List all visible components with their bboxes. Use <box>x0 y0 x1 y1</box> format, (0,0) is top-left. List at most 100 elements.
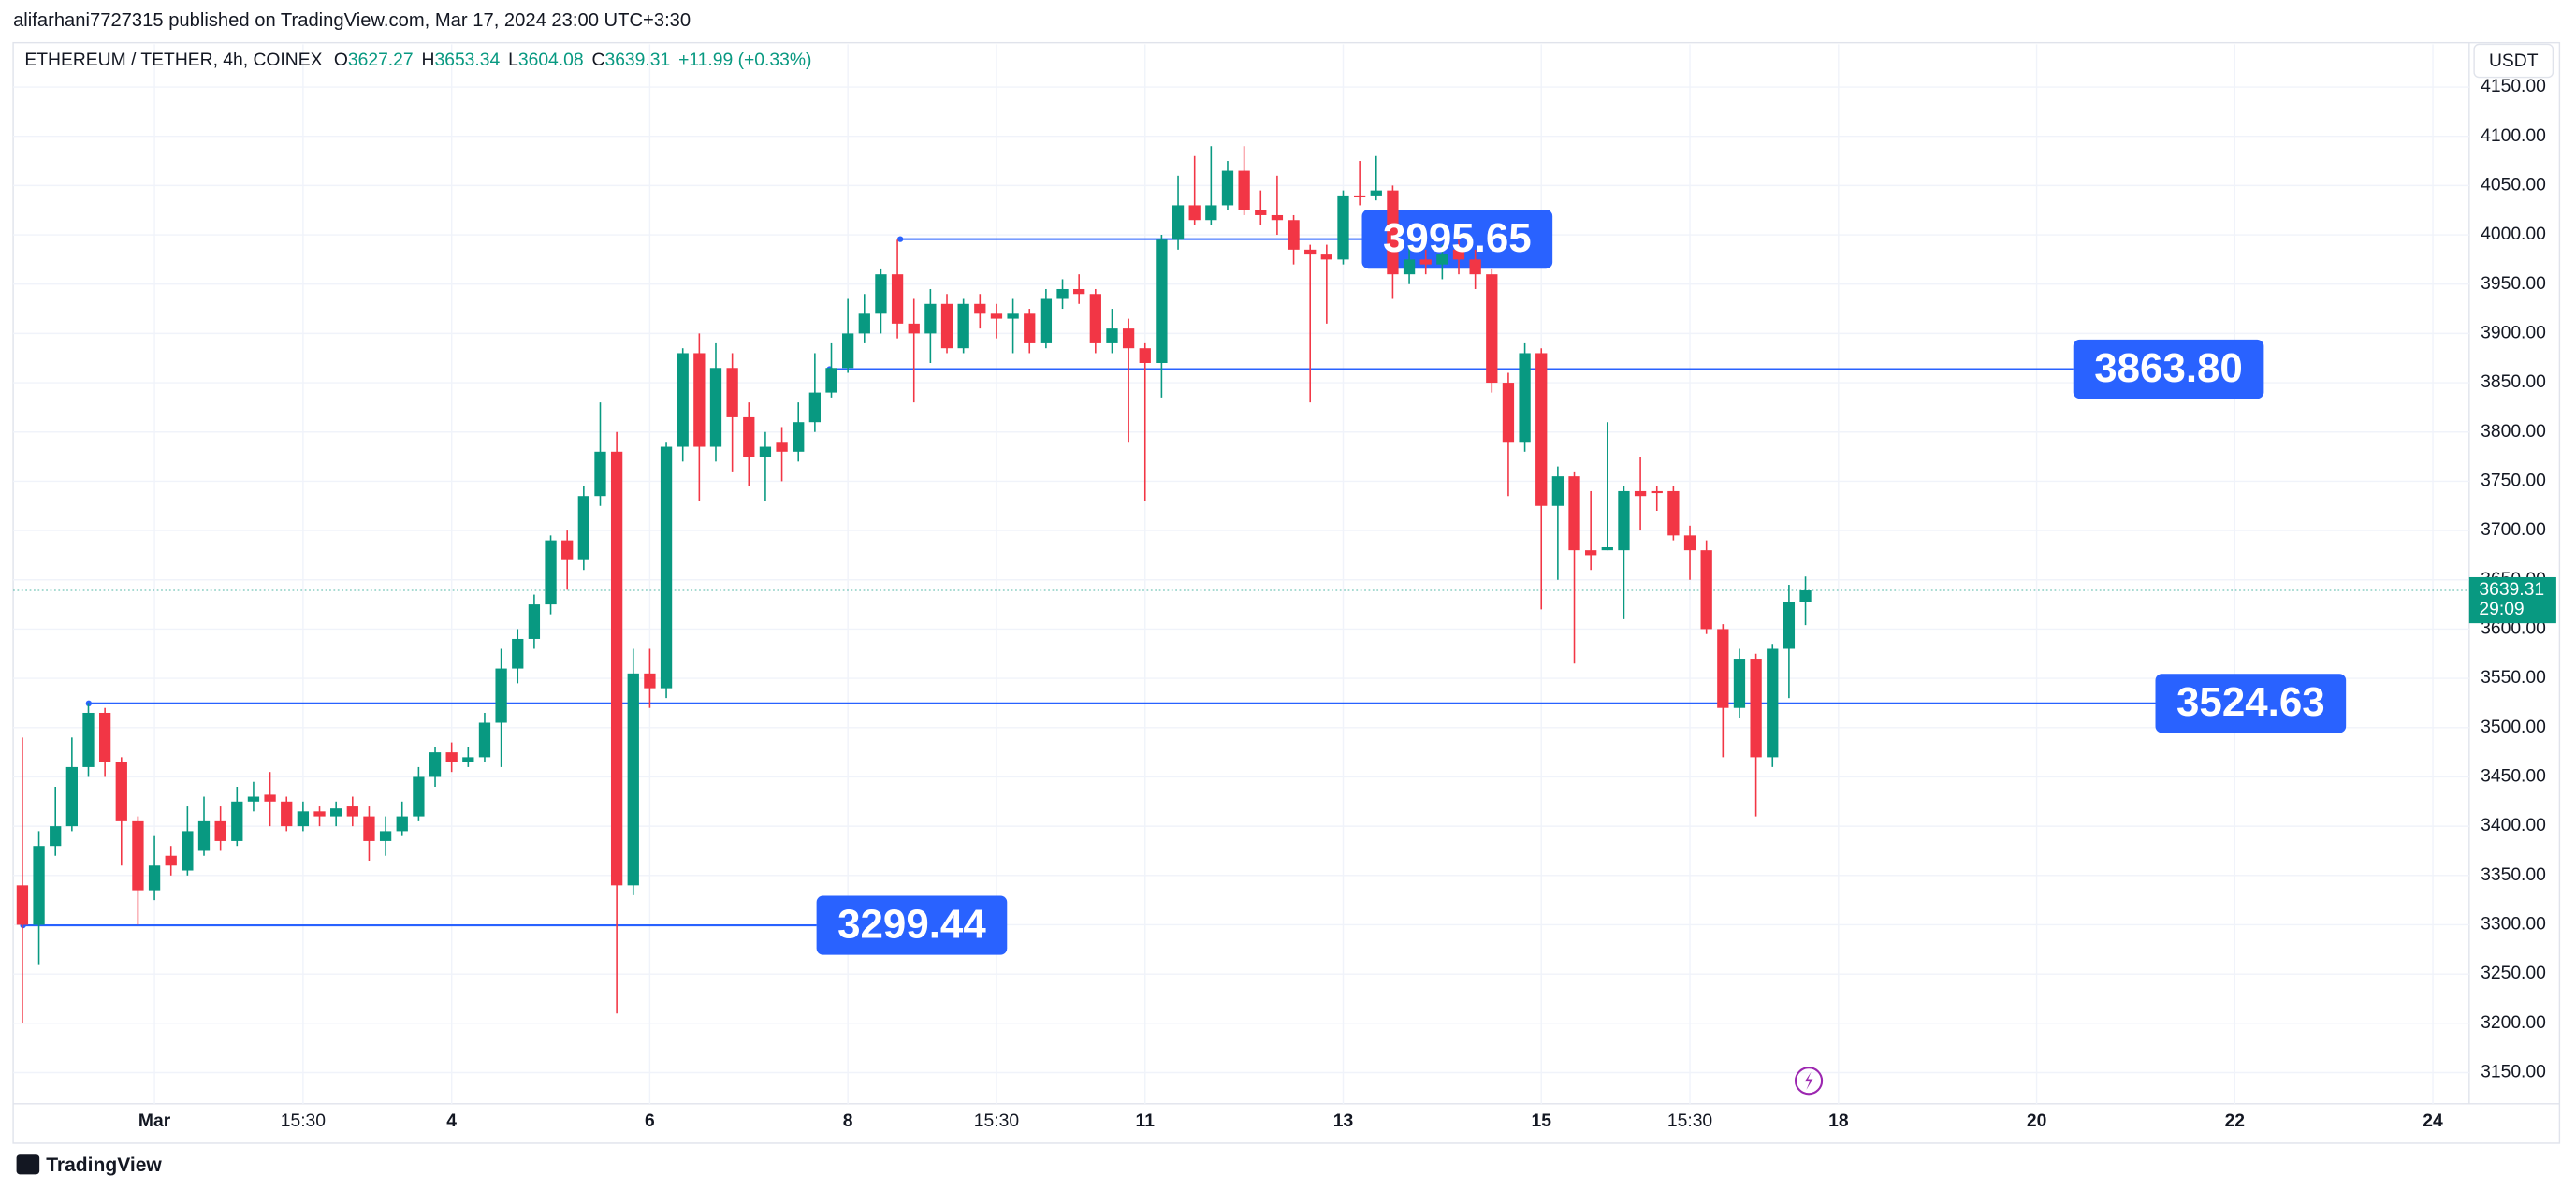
candle-body <box>594 451 606 497</box>
candle-body <box>660 446 673 689</box>
brand-logo <box>16 1154 40 1175</box>
y-tick-label: 3400.00 <box>2481 816 2546 835</box>
candle-body <box>379 831 392 841</box>
candle-body <box>875 274 887 314</box>
candle-body <box>709 368 722 447</box>
y-tick-label: 3900.00 <box>2481 323 2546 342</box>
candle-body <box>1255 210 1267 215</box>
candle-body <box>1007 313 1019 319</box>
y-tick-label: 3150.00 <box>2481 1063 2546 1082</box>
y-tick-label: 3450.00 <box>2481 767 2546 787</box>
candle-body <box>313 811 326 817</box>
candle-body <box>1452 249 1465 260</box>
x-tick-label: 13 <box>1333 1111 1354 1131</box>
candle-body <box>1667 490 1680 536</box>
candle-body <box>82 712 95 767</box>
candle-body <box>231 801 243 841</box>
x-tick-label: 8 <box>843 1111 853 1131</box>
publisher-line: alifarhani7727315 published on TradingVi… <box>13 10 691 31</box>
close-letter: C <box>592 51 605 70</box>
candle-body <box>1551 476 1565 506</box>
x-tick-label: 15 <box>1531 1111 1551 1131</box>
y-tick-label: 3950.00 <box>2481 274 2546 294</box>
candle-body <box>346 806 358 817</box>
candle-body <box>462 757 474 762</box>
candle-body <box>1304 249 1317 255</box>
y-tick-label: 3800.00 <box>2481 422 2546 442</box>
candle-body <box>33 846 45 925</box>
candle-body <box>495 668 507 723</box>
chart-frame <box>12 41 2561 1144</box>
candle-body <box>478 722 491 758</box>
candle-body <box>1519 353 1531 443</box>
candle-body <box>182 831 194 871</box>
open-value: 3627.27 <box>348 51 414 70</box>
candle-body <box>16 885 29 925</box>
candle-body <box>1188 205 1201 221</box>
candle-body <box>545 540 557 605</box>
y-tick-label: 3550.00 <box>2481 668 2546 688</box>
candle-body <box>1683 535 1696 551</box>
x-tick-label: 15:30 <box>974 1111 1019 1131</box>
candle-body <box>1436 254 1448 265</box>
candle-body <box>1700 550 1712 630</box>
candle-body <box>1799 590 1812 602</box>
candle-body <box>115 762 127 821</box>
candle-body <box>413 776 425 817</box>
legend-line: ETHEREUM / TETHER, 4h, COINEX O3627.27 H… <box>24 51 811 70</box>
candle-body <box>1585 550 1597 556</box>
last-price-box <box>2468 576 2556 624</box>
x-tick-label: 6 <box>645 1111 655 1131</box>
candle-body <box>1172 205 1185 240</box>
candle-body <box>957 303 969 349</box>
candle-body <box>297 811 310 827</box>
candle-body <box>1122 328 1135 349</box>
candle-body <box>610 451 623 886</box>
candle-body <box>1337 195 1349 260</box>
candle-body <box>197 820 211 851</box>
candle-body <box>330 808 342 817</box>
candle-body <box>924 303 937 334</box>
grid <box>13 44 2469 1104</box>
candle-body <box>50 826 62 847</box>
y-tick-label: 3700.00 <box>2481 520 2546 540</box>
y-tick-label: 3350.00 <box>2481 865 2546 885</box>
candle-body <box>1024 313 1036 343</box>
candle-body <box>1073 288 1085 295</box>
candle-body <box>974 303 986 314</box>
high-value: 3653.34 <box>434 51 500 70</box>
y-tick-label: 3250.00 <box>2481 964 2546 983</box>
candle-body <box>1750 659 1762 758</box>
price-line-label: 3299.44 <box>837 901 986 947</box>
candle-body <box>1634 490 1647 497</box>
candle-body <box>445 752 458 762</box>
footer-brand[interactable]: TradingView <box>46 1154 162 1176</box>
candle-body <box>1767 648 1779 758</box>
candle-body <box>1651 490 1663 494</box>
candle-body <box>528 604 541 639</box>
x-tick-label: 18 <box>1828 1111 1849 1131</box>
events-icon[interactable] <box>1794 1067 1824 1096</box>
x-tick-label: Mar <box>138 1111 171 1131</box>
candle-body <box>363 816 375 841</box>
candle-body <box>1106 328 1118 343</box>
candle-body <box>677 353 689 447</box>
y-tick-label: 3750.00 <box>2481 472 2546 491</box>
candle-body <box>561 540 574 560</box>
candle-body <box>825 368 837 393</box>
candle-body <box>808 392 822 423</box>
symbol: ETHEREUM / TETHER, 4h, COINEX <box>24 51 322 70</box>
events-bolt <box>1804 1071 1813 1090</box>
x-tick-label: 15:30 <box>1667 1111 1712 1131</box>
close-value: 3639.31 <box>604 51 670 70</box>
currency-button[interactable] <box>2473 43 2554 79</box>
candle-body <box>512 638 524 669</box>
candle-body <box>940 303 953 349</box>
low-value: 3604.08 <box>518 51 584 70</box>
price-line-label: 3863.80 <box>2094 345 2243 391</box>
price-line-box <box>2155 674 2347 733</box>
y-tick-label: 3200.00 <box>2481 1013 2546 1033</box>
candle-body <box>1387 190 1399 275</box>
currency-label[interactable]: USDT <box>2489 51 2539 71</box>
